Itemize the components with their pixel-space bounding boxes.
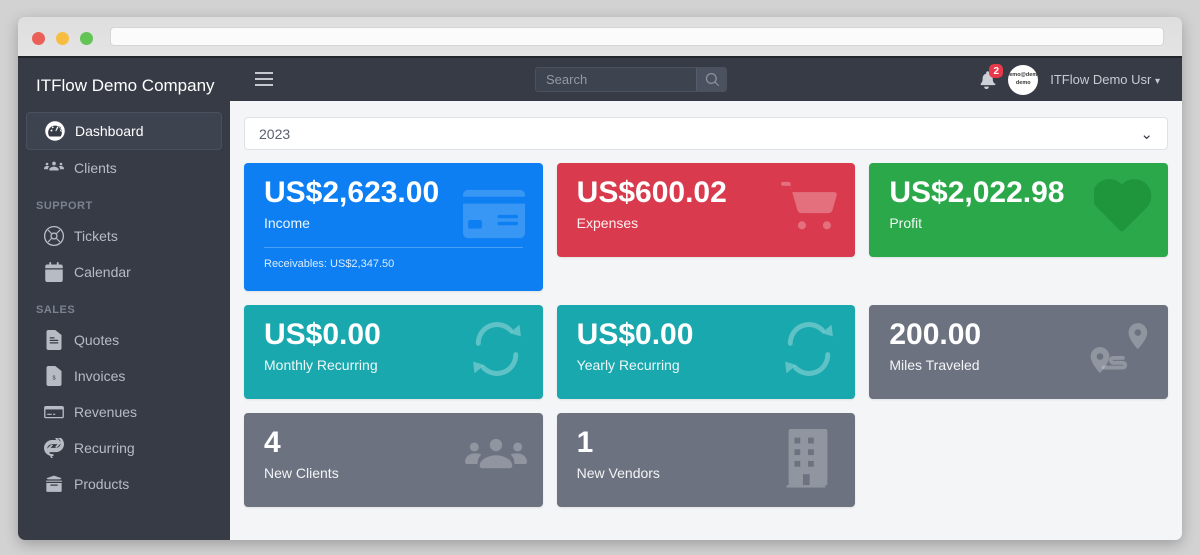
svg-text:$: $	[52, 375, 55, 381]
